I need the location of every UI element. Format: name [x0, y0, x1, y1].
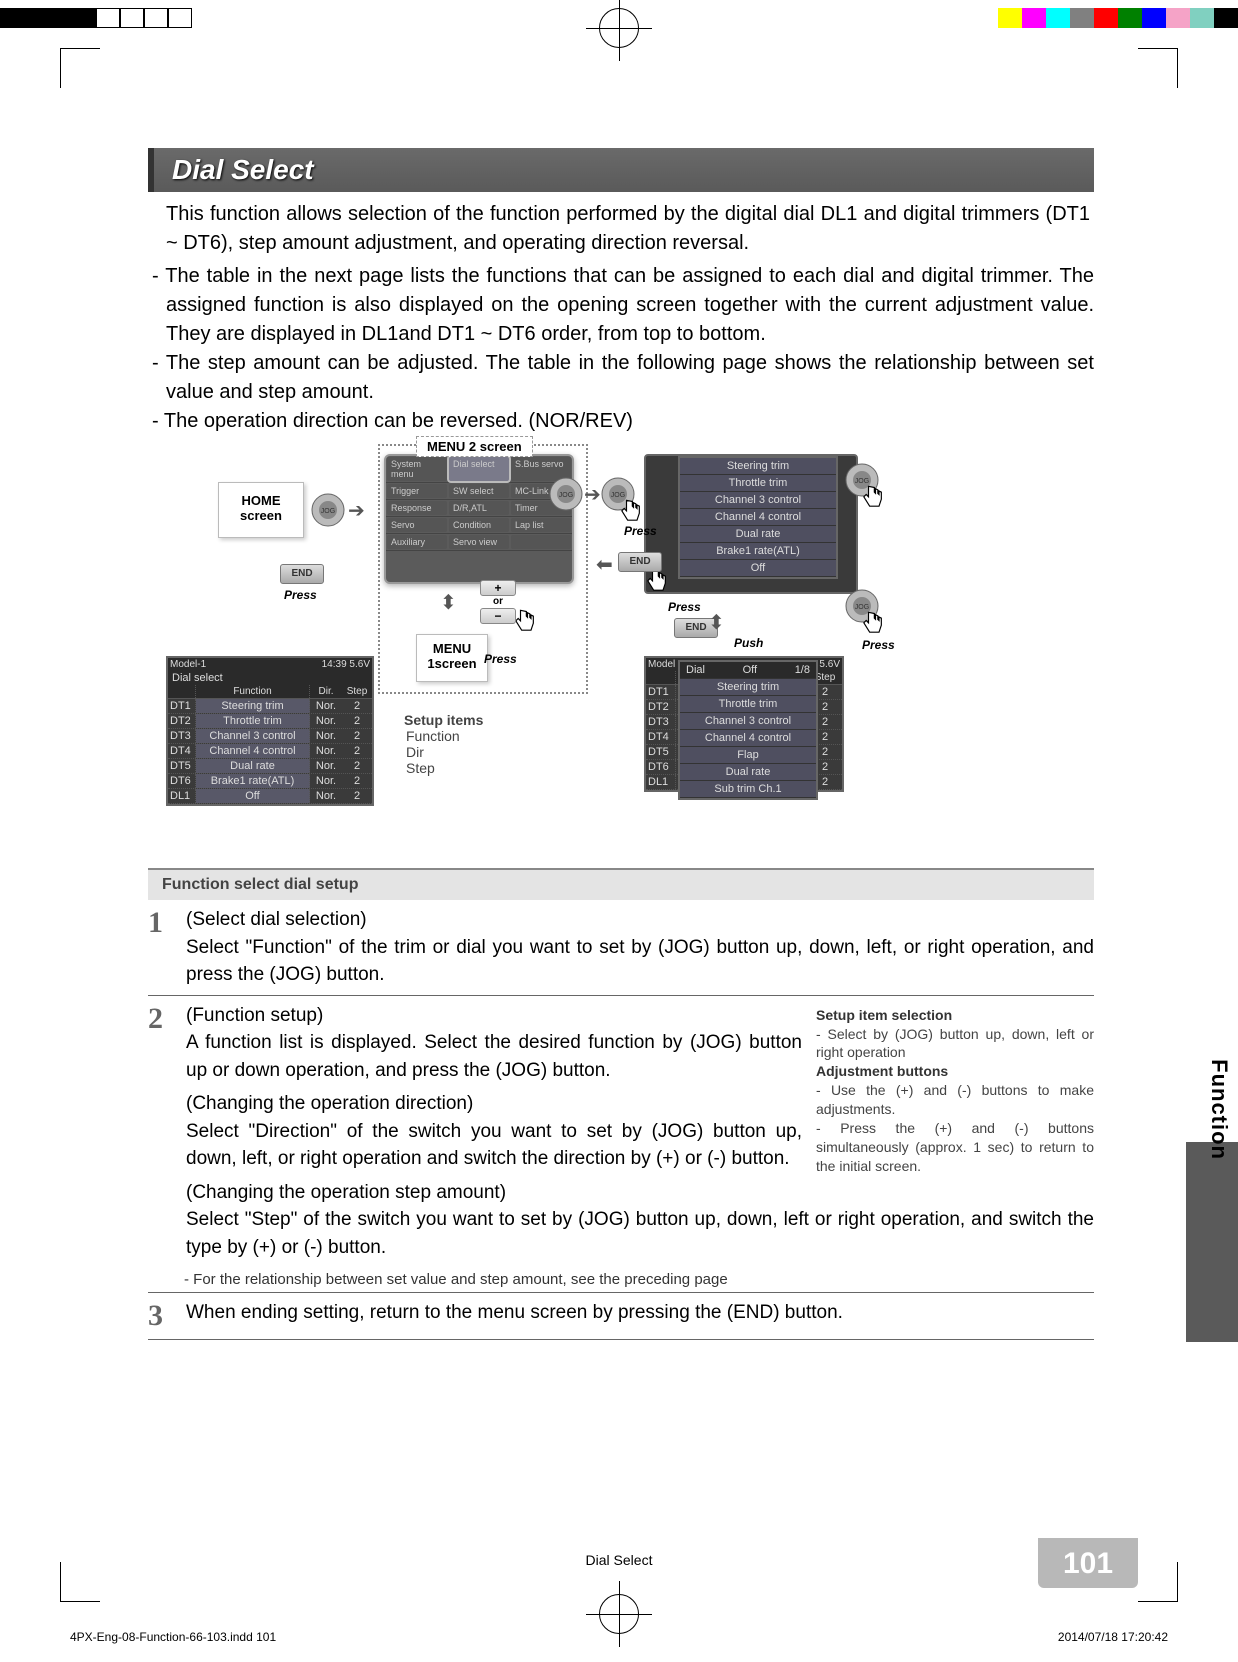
intro-text: This function allows selection of the fu…	[148, 192, 1094, 258]
corner-mark	[1138, 48, 1178, 88]
press-label: Press	[624, 524, 657, 538]
menu2-label: MENU 2 screen	[416, 436, 533, 457]
arrow-icon: ⬍	[708, 610, 725, 635]
plus-minus-icon: + or −	[480, 580, 516, 624]
hand-cursor-icon	[616, 498, 644, 526]
corner-mark	[60, 48, 100, 88]
step-note: - For the relationship between set value…	[148, 1268, 1094, 1293]
side-tab-label: Function	[1206, 1059, 1232, 1160]
section-title: Function select dial setup	[148, 868, 1094, 900]
help-text: - Press the (+) and (-) buttons simultan…	[816, 1119, 1094, 1176]
bullet-item: - The step amount can be adjusted. The t…	[148, 349, 1094, 407]
svg-text:JOG: JOG	[321, 508, 335, 515]
step-number: 3	[148, 1299, 182, 1333]
plus-button-icon: +	[480, 580, 516, 596]
side-tab	[1186, 1142, 1238, 1342]
jog-icon: JOG	[548, 476, 584, 512]
bullet-list: - The table in the next page lists the f…	[148, 258, 1094, 436]
end-button-icon: END	[618, 552, 662, 572]
crop-mark-top	[599, 8, 639, 48]
crop-mark-bottom	[599, 1594, 639, 1634]
help-text: - Select by (JOG) button up, down, left …	[816, 1025, 1094, 1063]
press-label: Press	[668, 600, 701, 614]
arrow-icon: ⬅	[596, 552, 613, 577]
setup-item: Step	[406, 760, 483, 776]
step-block: 3 When ending setting, return to the men…	[148, 1293, 1094, 1340]
arrow-icon: ➔	[348, 498, 365, 523]
step-block: 2 Setup item selection - Select by (JOG)…	[148, 996, 1094, 1268]
press-label: Press	[862, 638, 895, 652]
dial-select-table-left: Model-114:39 5.6VDial selectFunctionDir.…	[166, 656, 374, 806]
help-text: - Use the (+) and (-) buttons to make ad…	[816, 1081, 1094, 1119]
push-label: Push	[734, 636, 763, 650]
hand-cursor-icon	[642, 568, 670, 596]
help-heading: Adjustment buttons	[816, 1062, 1094, 1081]
home-screen-label: HOME screen	[218, 482, 304, 538]
step-text: Select "Step" of the switch you want to …	[186, 1206, 1094, 1261]
step-block: 1 (Select dial selection) Select "Functi…	[148, 900, 1094, 996]
step-subtitle: (Changing the operation step amount)	[186, 1179, 1094, 1207]
jog-icon: JOG	[310, 492, 346, 528]
page-number: 101	[1038, 1538, 1138, 1588]
navigation-diagram: HOME screen MENU 2 screen System menuDia…	[148, 440, 1088, 860]
step-title: (Select dial selection)	[186, 906, 1094, 934]
setup-item: Dir	[406, 744, 483, 760]
step-number: 2	[148, 1002, 182, 1262]
end-button-icon: END	[280, 564, 324, 584]
arrow-icon: ➔	[584, 482, 601, 507]
page-title: Dial Select	[148, 148, 1094, 192]
function-popup-1: Steering trimThrottle trimChannel 3 cont…	[678, 456, 838, 579]
step-text: When ending setting, return to the menu …	[182, 1299, 1094, 1333]
svg-text:JOG: JOG	[559, 492, 573, 499]
or-label: or	[480, 596, 516, 608]
setup-item: Function	[406, 728, 483, 744]
arrow-icon: ⬍	[440, 590, 457, 615]
corner-mark	[60, 1562, 100, 1602]
hand-cursor-icon	[858, 610, 886, 638]
menu2-screen: System menuDial selectS.Bus servoTrigger…	[384, 454, 574, 584]
sidebar-help: Setup item selection - Select by (JOG) b…	[802, 1002, 1094, 1176]
setup-items-legend: Setup items FunctionDirStep	[404, 712, 483, 776]
bullet-item: - The table in the next page lists the f…	[148, 262, 1094, 349]
bullet-item: - The operation direction can be reverse…	[148, 407, 1094, 436]
footer-filename: 4PX-Eng-08-Function-66-103.indd 101	[70, 1630, 276, 1644]
help-heading: Setup item selection	[816, 1006, 1094, 1025]
footer-date: 2014/07/18 17:20:42	[1058, 1630, 1168, 1644]
menu1-label: MENU 1screen	[416, 634, 488, 682]
step-text: Select "Function" of the trim or dial yo…	[186, 934, 1094, 989]
footer-title: Dial Select	[586, 1552, 653, 1568]
minus-button-icon: −	[480, 608, 516, 624]
press-label: Press	[284, 588, 317, 602]
function-popup-2: DialOff1/8Steering trimThrottle trimChan…	[678, 660, 818, 800]
press-label: Press	[484, 652, 517, 666]
step-number: 1	[148, 906, 182, 989]
setup-items-head: Setup items	[404, 712, 483, 728]
hand-cursor-icon	[858, 484, 886, 512]
corner-mark	[1138, 1562, 1178, 1602]
